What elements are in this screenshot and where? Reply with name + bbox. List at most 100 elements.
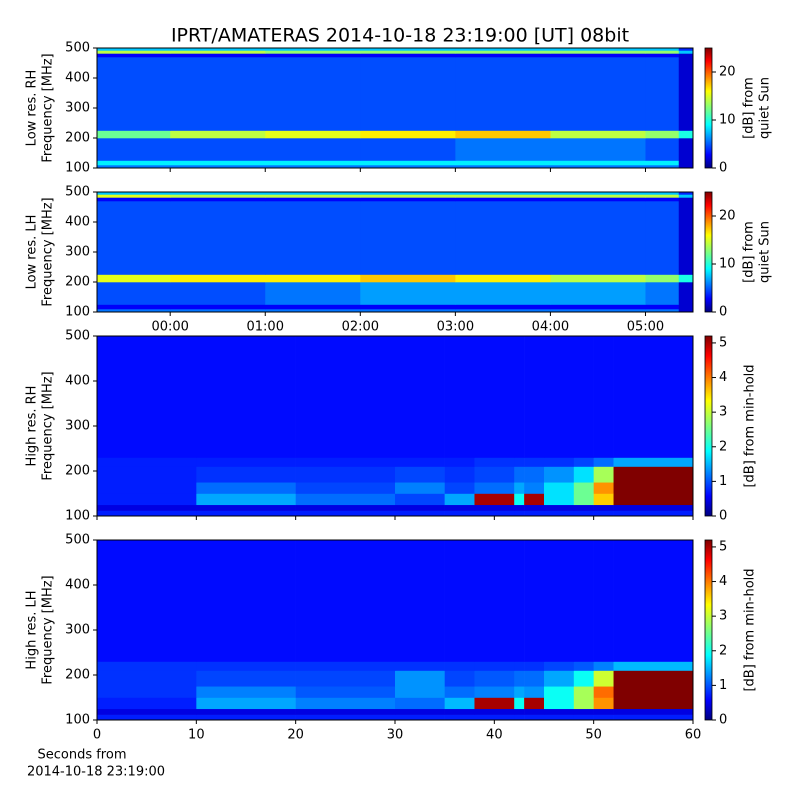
heatmap-cell [514,482,525,494]
heatmap-cell [474,714,515,721]
heatmap-cell [97,309,171,313]
heatmap-cell [97,708,197,715]
colorbar-label: [dB] from [742,221,757,283]
heatmap-cell [613,510,694,517]
heatmap-cell [170,192,266,195]
heatmap-cell [524,708,545,715]
colorbar-tick-label: 0 [719,509,727,524]
colorbar-tick-label: 4 [719,574,727,589]
colorbar-label: [dB] from min-hold [743,364,758,487]
heatmap-cell [265,274,361,283]
heatmap-cell [474,482,515,494]
heatmap-cell [645,138,680,161]
heatmap-cell [593,686,614,698]
heatmap-cell [550,192,646,195]
heatmap-cell [395,510,445,517]
heatmap-cell [550,282,646,305]
heatmap-cell [474,661,515,671]
heatmap-cell [97,274,171,283]
heatmap-cell [295,708,396,715]
heatmap-cell [645,282,680,305]
heatmap-cell [678,201,694,275]
heatmap-cell [474,457,515,467]
heatmap-cell [196,670,296,687]
x-tick-label: 30 [387,728,404,743]
heatmap-cell [474,697,515,710]
heatmap-cell [444,540,475,662]
heatmap-cell [514,493,525,506]
y-tick-label: 400 [65,215,90,230]
heatmap-cell [360,50,456,54]
heatmap-cell [444,714,475,721]
heatmap-cell [97,48,171,51]
heatmap-cell [455,282,551,305]
heatmap-cell [360,274,456,283]
heatmap-cell [524,510,545,517]
heatmap-cell [395,482,445,494]
heatmap-cell [678,282,694,305]
heatmap-cell [360,165,456,169]
heatmap-cell [474,504,515,511]
colorbar-tick-label: 3 [719,405,727,420]
heatmap-cell [360,53,456,58]
heatmap-cell [593,466,614,483]
colorbar [704,191,713,313]
heatmap-cell [265,160,361,166]
heatmap-cell [444,457,475,467]
y-tick-label: 300 [65,419,90,434]
heatmap-cell [455,201,551,275]
heatmap-cell [573,714,594,721]
heatmap-cell [97,482,197,494]
heatmap-cell [645,48,680,51]
heatmap-cell [524,697,545,710]
heatmap-cell [360,282,456,305]
heatmap-cell [573,510,594,517]
heatmap-cell [170,138,266,161]
heatmap-cell [170,197,266,202]
heatmap-cell [444,686,475,698]
heatmap-cell [550,197,646,202]
heatmap-cell [544,670,575,687]
heatmap-cell [295,493,396,506]
heatmap-cell [524,686,545,698]
heatmap-cell [613,661,694,671]
heatmap-cell [265,309,361,313]
y-axis-label: High res. RH [25,386,40,467]
heatmap-cell [455,53,551,58]
heatmap-cell [524,670,545,687]
heatmap-cell [455,194,551,198]
heatmap-cell [544,482,575,494]
y-tick-label: 400 [65,71,90,86]
heatmap-cell [573,540,594,662]
heatmap-cell [514,661,525,671]
x-tick-label: 10 [188,728,205,743]
heatmap-cell [474,670,515,687]
colorbar [704,335,713,517]
heatmap-cell [170,160,266,166]
colorbar-tick-label: 10 [719,257,736,272]
heatmap-cell [593,661,614,671]
heatmap-cell [455,192,551,195]
y-tick-label: 500 [65,329,90,344]
heatmap-cell [97,138,171,161]
heatmap-cell [593,714,614,721]
heatmap-cell [593,482,614,494]
heatmap-cell [678,192,694,195]
heatmap-cell [613,697,694,710]
heatmap-cell [524,482,545,494]
x-tick-label: 50 [585,728,602,743]
colorbar-tick-label: 0 [719,713,727,728]
heatmap-cell [550,304,646,310]
heatmap-cell [97,197,171,202]
colorbar-tick-label: 5 [719,539,727,554]
heatmap-cell [474,540,515,662]
heatmap-cell [170,194,266,198]
heatmap-cell [678,57,694,131]
heatmap-cell [573,493,594,506]
heatmap-cell [645,274,680,283]
heatmap-cell [645,197,680,202]
heatmap-cell [295,336,396,458]
heatmap-cell [97,194,171,198]
heatmap-cell [474,686,515,698]
heatmap-cell [265,197,361,202]
